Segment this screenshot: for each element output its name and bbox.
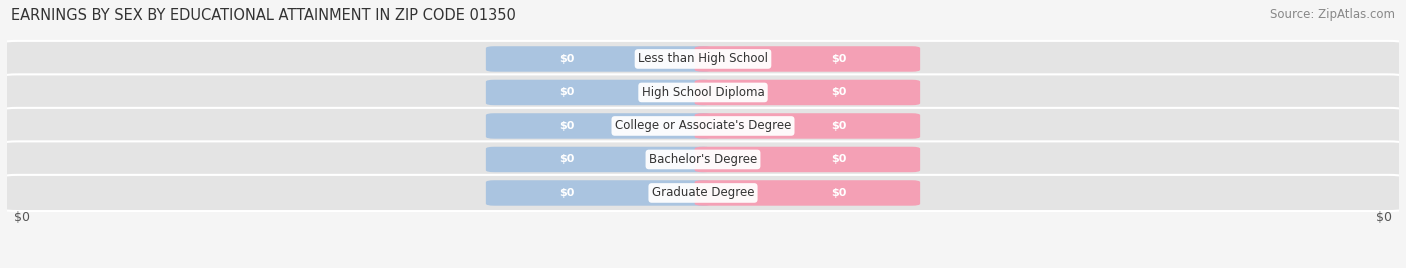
Text: $0: $0 [831, 154, 846, 165]
Text: Less than High School: Less than High School [638, 53, 768, 65]
Text: $0: $0 [14, 211, 30, 224]
FancyBboxPatch shape [695, 46, 920, 72]
Text: Bachelor's Degree: Bachelor's Degree [650, 153, 756, 166]
FancyBboxPatch shape [0, 175, 1406, 211]
FancyBboxPatch shape [695, 80, 920, 105]
FancyBboxPatch shape [486, 113, 711, 139]
Text: Source: ZipAtlas.com: Source: ZipAtlas.com [1270, 8, 1395, 21]
FancyBboxPatch shape [486, 80, 711, 105]
Text: High School Diploma: High School Diploma [641, 86, 765, 99]
Text: College or Associate's Degree: College or Associate's Degree [614, 120, 792, 132]
FancyBboxPatch shape [486, 180, 711, 206]
FancyBboxPatch shape [695, 147, 920, 172]
FancyBboxPatch shape [0, 74, 1406, 110]
Text: $0: $0 [560, 121, 575, 131]
FancyBboxPatch shape [486, 46, 711, 72]
Text: $0: $0 [560, 87, 575, 98]
Text: Graduate Degree: Graduate Degree [652, 187, 754, 199]
Text: $0: $0 [831, 188, 846, 198]
Text: $0: $0 [831, 54, 846, 64]
Text: $0: $0 [1376, 211, 1392, 224]
Text: $0: $0 [560, 54, 575, 64]
FancyBboxPatch shape [695, 180, 920, 206]
FancyBboxPatch shape [0, 108, 1406, 144]
Text: EARNINGS BY SEX BY EDUCATIONAL ATTAINMENT IN ZIP CODE 01350: EARNINGS BY SEX BY EDUCATIONAL ATTAINMEN… [11, 8, 516, 23]
FancyBboxPatch shape [695, 113, 920, 139]
Text: $0: $0 [560, 154, 575, 165]
FancyBboxPatch shape [0, 41, 1406, 77]
Text: $0: $0 [560, 188, 575, 198]
Text: $0: $0 [831, 87, 846, 98]
FancyBboxPatch shape [486, 147, 711, 172]
Text: $0: $0 [831, 121, 846, 131]
FancyBboxPatch shape [0, 141, 1406, 177]
